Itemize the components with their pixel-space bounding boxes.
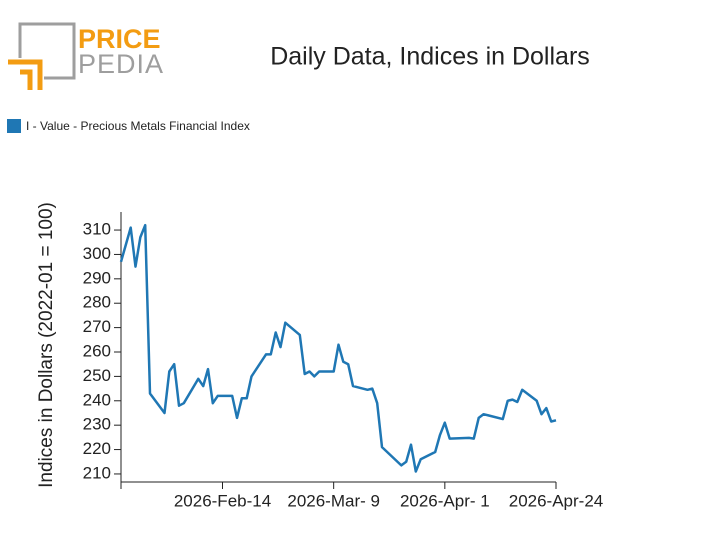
- chart-title: Daily Data, Indices in Dollars: [270, 43, 590, 71]
- logo-bracket: [8, 59, 43, 90]
- y-tick-label: 300: [83, 244, 111, 263]
- data-line: [119, 223, 557, 473]
- y-tick-label: 280: [83, 293, 111, 312]
- logo-top: PRICE: [78, 24, 161, 54]
- logo: PRICE PEDIA: [8, 22, 164, 90]
- logo-frame: [18, 22, 76, 80]
- y-tick-label: 240: [83, 390, 111, 409]
- legend-swatch: [7, 119, 21, 133]
- y-tick-label: 310: [83, 220, 111, 239]
- logo-bottom: PEDIA: [78, 49, 164, 79]
- y-tick-label: 250: [83, 366, 111, 385]
- y-tick-label: 270: [83, 317, 111, 336]
- y-tick-label: 260: [83, 341, 111, 360]
- y-tick-label: 210: [83, 463, 111, 482]
- x-tick-label: 2026-Feb-14: [174, 491, 271, 510]
- y-tick-label: 290: [83, 268, 111, 287]
- y-tick-label: 230: [83, 415, 111, 434]
- y-axis-label: Indices in Dollars (2022-01 = 100): [36, 202, 57, 488]
- legend-label: I - Value - Precious Metals Financial In…: [26, 119, 250, 133]
- x-tick-label: 2026-Apr- 1: [400, 491, 490, 510]
- x-tick-label: 2026-Mar- 9: [287, 491, 380, 510]
- y-tick-label: 220: [83, 439, 111, 458]
- x-tick-label: 2026-Apr-24: [509, 491, 604, 510]
